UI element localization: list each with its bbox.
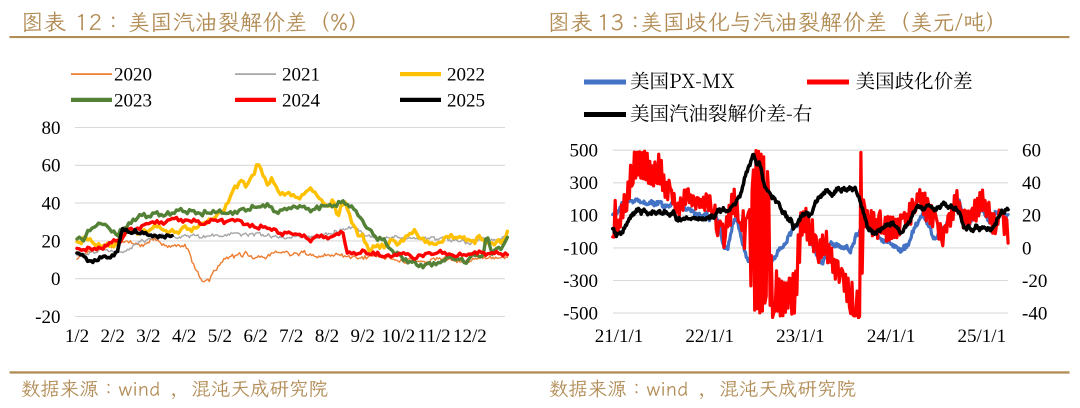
svg-text:-40: -40 <box>1022 304 1047 325</box>
svg-text:0: 0 <box>51 269 61 290</box>
svg-text:2/2: 2/2 <box>101 326 125 347</box>
svg-text:4/2: 4/2 <box>172 326 196 347</box>
svg-text:500: 500 <box>570 141 599 162</box>
svg-text:-20: -20 <box>35 307 60 328</box>
svg-text:24/1/1: 24/1/1 <box>867 326 916 347</box>
svg-text:22/1/1: 22/1/1 <box>685 326 734 347</box>
svg-text:20: 20 <box>42 231 61 252</box>
svg-text:-20: -20 <box>1022 271 1047 292</box>
svg-text:40: 40 <box>1022 173 1041 194</box>
svg-text:60: 60 <box>42 156 61 177</box>
svg-text:0: 0 <box>1022 238 1032 259</box>
svg-text:-300: -300 <box>563 271 598 292</box>
svg-text:3/2: 3/2 <box>136 326 160 347</box>
svg-text:25/1/1: 25/1/1 <box>958 326 1007 347</box>
svg-text:2022: 2022 <box>447 65 485 86</box>
svg-text:60: 60 <box>1022 141 1041 162</box>
svg-text:300: 300 <box>570 173 599 194</box>
svg-text:1/2: 1/2 <box>65 326 89 347</box>
svg-text:6/2: 6/2 <box>243 326 267 347</box>
svg-text:8/2: 8/2 <box>315 326 339 347</box>
svg-text:2020: 2020 <box>114 65 152 86</box>
svg-text:-500: -500 <box>563 304 598 325</box>
svg-text:2023: 2023 <box>114 91 152 112</box>
svg-text:40: 40 <box>42 194 61 215</box>
svg-text:12/2: 12/2 <box>453 326 487 347</box>
svg-text:21/1/1: 21/1/1 <box>595 326 644 347</box>
svg-text:20: 20 <box>1022 206 1041 227</box>
svg-text:9/2: 9/2 <box>351 326 375 347</box>
svg-text:7/2: 7/2 <box>279 326 303 347</box>
svg-text:2021: 2021 <box>282 65 320 86</box>
svg-text:80: 80 <box>42 118 61 139</box>
svg-text:23/1/1: 23/1/1 <box>776 326 825 347</box>
svg-text:-100: -100 <box>563 238 598 259</box>
svg-text:11/2: 11/2 <box>418 326 451 347</box>
svg-text:100: 100 <box>570 206 599 227</box>
svg-text:2025: 2025 <box>447 91 485 112</box>
svg-text:5/2: 5/2 <box>208 326 232 347</box>
svg-text:10/2: 10/2 <box>382 326 416 347</box>
svg-text:2024: 2024 <box>282 91 321 112</box>
